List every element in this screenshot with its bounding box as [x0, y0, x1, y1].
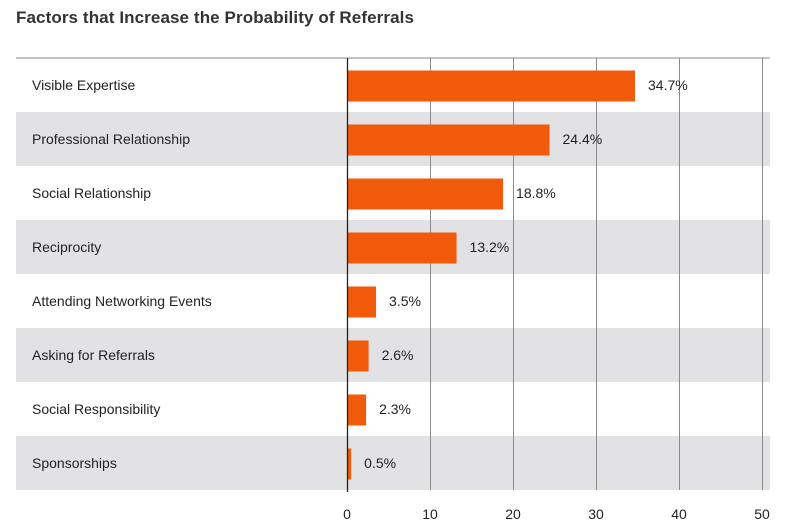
value-label: 18.8% [516, 185, 556, 201]
category-label: Sponsorships [32, 455, 117, 471]
category-label: Reciprocity [32, 239, 101, 255]
x-tick-label: 0 [343, 506, 351, 522]
category-label: Visible Expertise [32, 77, 135, 93]
category-label: Social Responsibility [32, 401, 160, 417]
value-label: 2.6% [382, 347, 414, 363]
value-label: 24.4% [563, 131, 603, 147]
bar [347, 448, 352, 480]
category-label: Attending Networking Events [32, 293, 212, 309]
x-tick-label: 30 [588, 506, 604, 522]
category-label: Asking for Referrals [32, 347, 155, 363]
x-tick-label: 10 [422, 506, 438, 522]
bar [347, 286, 377, 318]
x-tick-label: 50 [754, 506, 770, 522]
bar [347, 340, 369, 372]
category-label: Professional Relationship [32, 131, 190, 147]
row-stripe [16, 328, 770, 382]
row-stripe [16, 436, 770, 490]
value-label: 0.5% [364, 455, 396, 471]
bar [347, 178, 504, 210]
value-label: 3.5% [389, 293, 421, 309]
value-label: 2.3% [379, 401, 411, 417]
x-tick-label: 20 [505, 506, 521, 522]
bar [347, 394, 367, 426]
value-label: 34.7% [648, 77, 688, 93]
bar [347, 124, 550, 156]
value-label: 13.2% [470, 239, 510, 255]
chart-title: Factors that Increase the Probability of… [16, 8, 415, 27]
bar [347, 232, 457, 264]
bar [347, 70, 636, 102]
category-label: Social Relationship [32, 185, 151, 201]
x-tick-label: 40 [671, 506, 687, 522]
